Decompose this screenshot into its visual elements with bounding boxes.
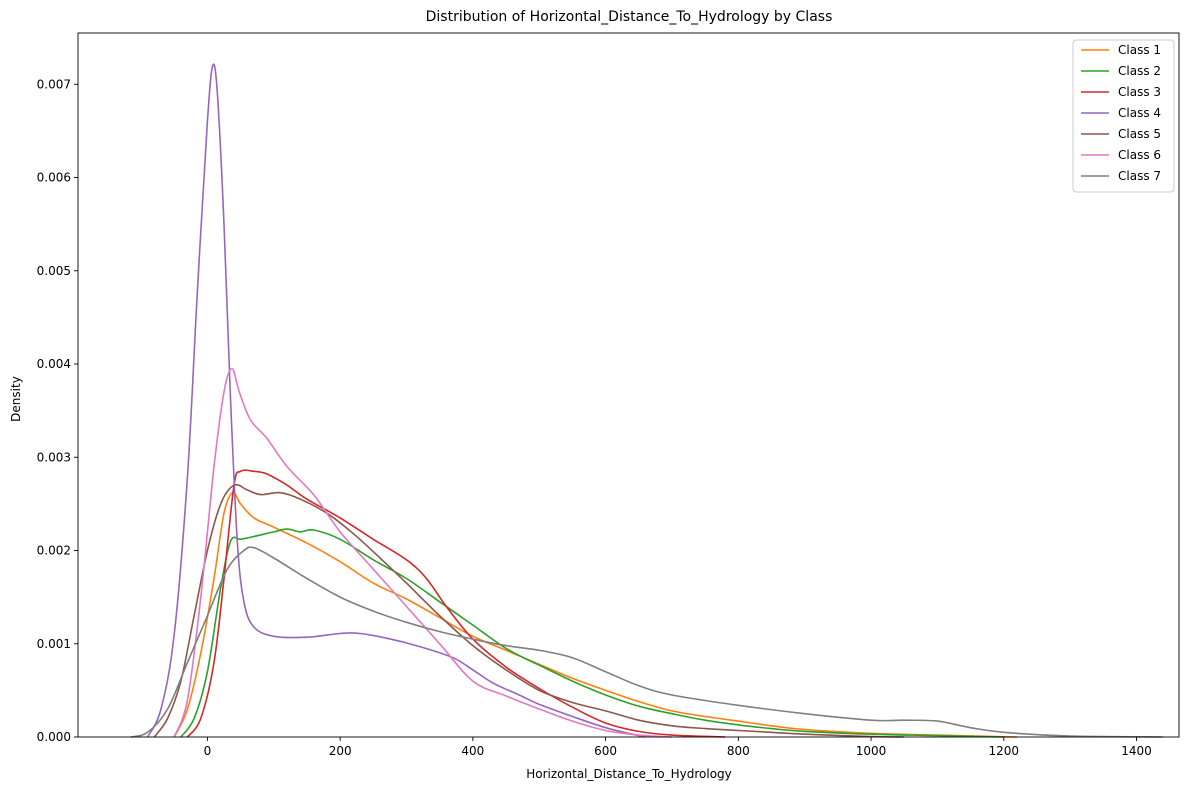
legend-label-class-6: Class 6 bbox=[1118, 148, 1161, 162]
y-tick-label: 0.005 bbox=[37, 264, 71, 278]
y-axis: 0.000 0.001 0.002 0.003 0.004 0.005 0.006 0.007 bbox=[37, 77, 78, 744]
x-tick-label: 400 bbox=[461, 744, 484, 758]
x-tick-label: 1200 bbox=[989, 744, 1020, 758]
x-tick-label: 1000 bbox=[856, 744, 887, 758]
y-tick-label: 0.004 bbox=[37, 357, 71, 371]
legend: Class 1 Class 2 Class 3 Class 4 Class 5 Class… bbox=[1072, 39, 1175, 193]
x-tick-label: 600 bbox=[594, 744, 617, 758]
y-tick-label: 0.001 bbox=[37, 637, 71, 651]
plot-area bbox=[77, 32, 1180, 738]
series-line-class-1 bbox=[173, 491, 1018, 738]
chart-title: Distribution of Horizontal_Distance_To_H… bbox=[426, 9, 833, 25]
y-tick-label: 0.007 bbox=[37, 77, 71, 91]
y-tick-label: 0.003 bbox=[37, 450, 71, 464]
y-axis-label: Density bbox=[9, 376, 23, 422]
y-tick-label: 0.000 bbox=[37, 730, 71, 744]
series-line-class-5 bbox=[153, 483, 905, 738]
series-line-class-7 bbox=[130, 546, 1164, 738]
x-tick-label: 200 bbox=[329, 744, 352, 758]
legend-label-class-7: Class 7 bbox=[1118, 169, 1161, 183]
series-line-class-2 bbox=[180, 528, 1004, 738]
x-axis-label: Horizontal_Distance_To_Hydrology bbox=[526, 767, 732, 781]
y-tick-label: 0.002 bbox=[37, 544, 71, 558]
x-tick-label: 1400 bbox=[1121, 744, 1152, 758]
legend-label-class-4: Class 4 bbox=[1118, 106, 1161, 120]
legend-label-class-3: Class 3 bbox=[1118, 85, 1161, 99]
plot-frame bbox=[77, 32, 1180, 738]
legend-label-class-1: Class 1 bbox=[1118, 43, 1161, 57]
series-line-class-6 bbox=[173, 367, 673, 738]
x-axis: 0 200 400 600 800 1000 1200 1400 bbox=[204, 737, 1152, 758]
legend-box bbox=[1072, 39, 1175, 193]
legend-label-class-2: Class 2 bbox=[1118, 64, 1161, 78]
legend-label-class-5: Class 5 bbox=[1118, 127, 1161, 141]
series-line-class-3 bbox=[186, 469, 726, 738]
series-line-class-4 bbox=[146, 63, 646, 738]
x-tick-label: 0 bbox=[204, 744, 212, 758]
y-tick-label: 0.006 bbox=[37, 171, 71, 185]
x-tick-label: 800 bbox=[727, 744, 750, 758]
